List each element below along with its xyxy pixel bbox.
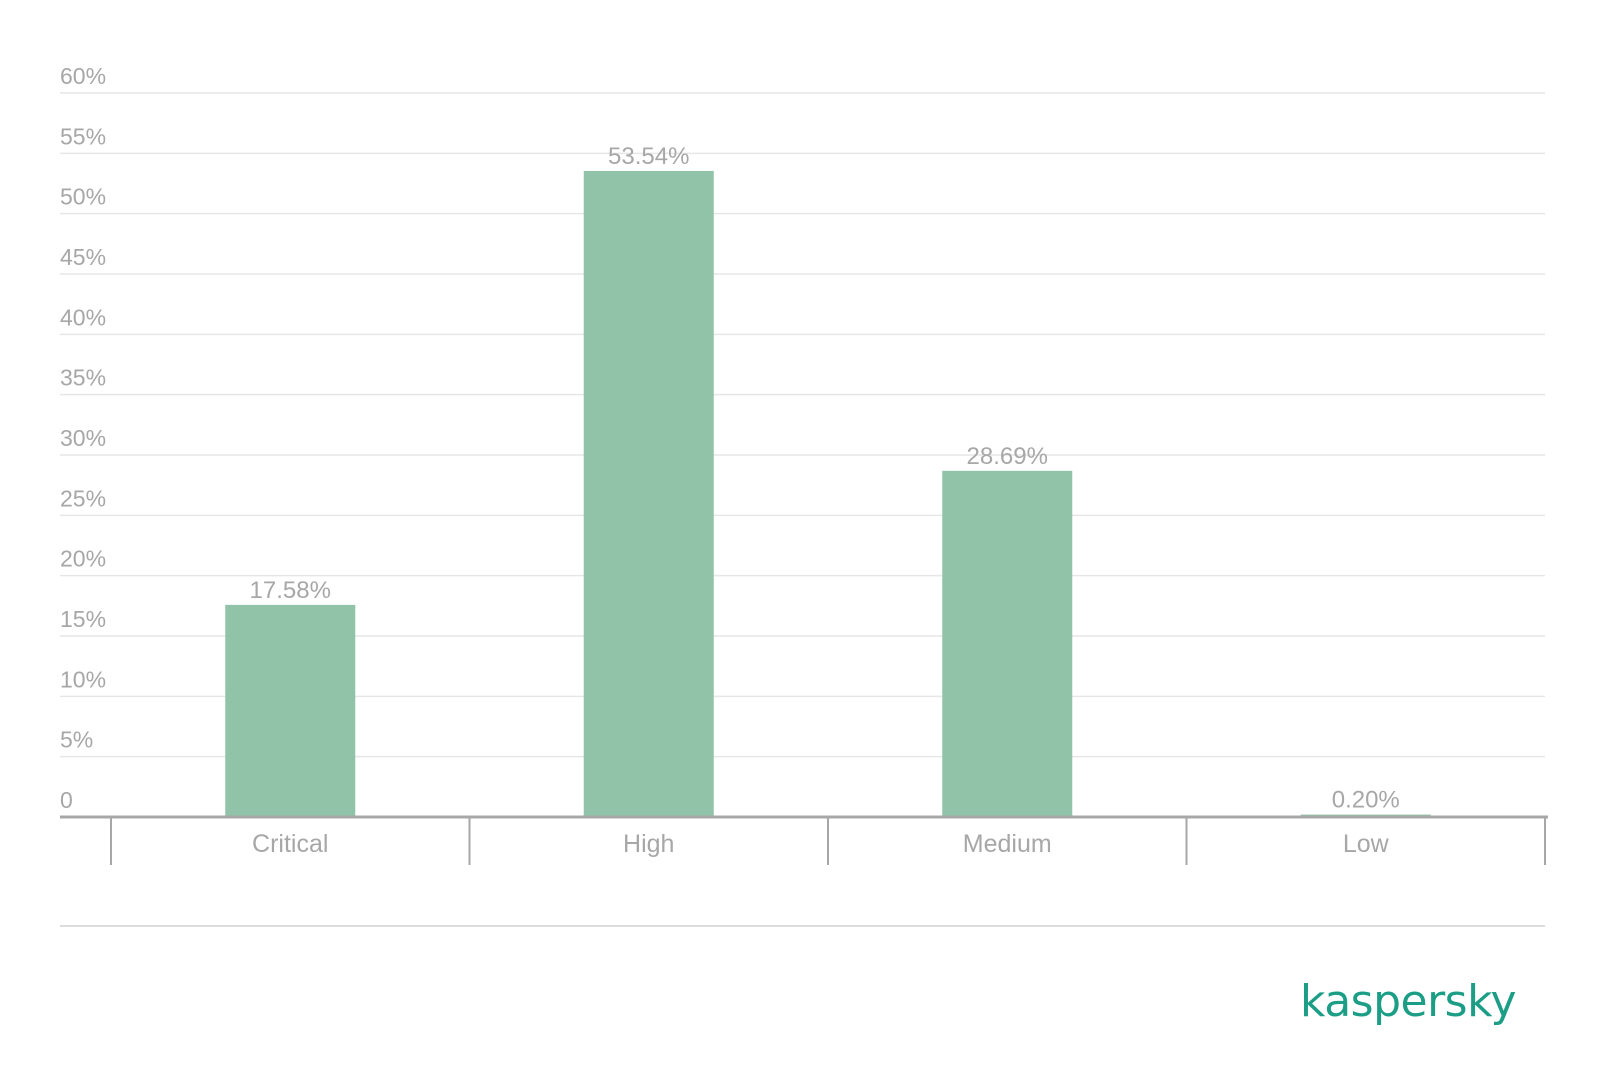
y-tick-label: 30% [60, 425, 106, 451]
bar-medium [942, 470, 1073, 817]
y-tick-label: 15% [60, 606, 106, 632]
y-tick-label: 60% [60, 63, 106, 89]
y-tick-label: 35% [60, 365, 106, 391]
y-tick-label: 55% [60, 123, 106, 149]
y-tick-label: 0 [60, 787, 73, 813]
x-tick-label-medium: Medium [963, 830, 1052, 858]
data-label-high: 53.54% [608, 143, 689, 170]
y-axis-ticks: 0 5% 10% 15% 20% 25% 30% 35% 40% 45% 50% 55% 60% [60, 63, 106, 813]
x-tick-label-critical: Critical [252, 830, 328, 858]
data-label-critical: 17.58% [250, 577, 331, 604]
x-tick-label-high: High [623, 830, 674, 858]
bar-high [583, 170, 714, 817]
x-axis: Critical High Medium Low [60, 815, 1548, 865]
bar-critical [225, 604, 356, 817]
kaspersky-logo: kaspersky [1300, 976, 1517, 1027]
data-label-low: 0.20% [1332, 787, 1400, 814]
y-tick-label: 10% [60, 666, 106, 692]
y-tick-label: 25% [60, 485, 106, 511]
data-labels: 17.58% 53.54% 28.69% 0.20% [250, 143, 1400, 814]
y-tick-label: 20% [60, 546, 106, 572]
bars [225, 170, 1431, 817]
y-tick-label: 5% [60, 727, 93, 753]
x-tick-label-low: Low [1343, 830, 1390, 858]
y-tick-label: 50% [60, 184, 106, 210]
y-tick-label: 40% [60, 304, 106, 330]
data-label-medium: 28.69% [967, 443, 1048, 470]
y-tick-label: 45% [60, 244, 106, 270]
